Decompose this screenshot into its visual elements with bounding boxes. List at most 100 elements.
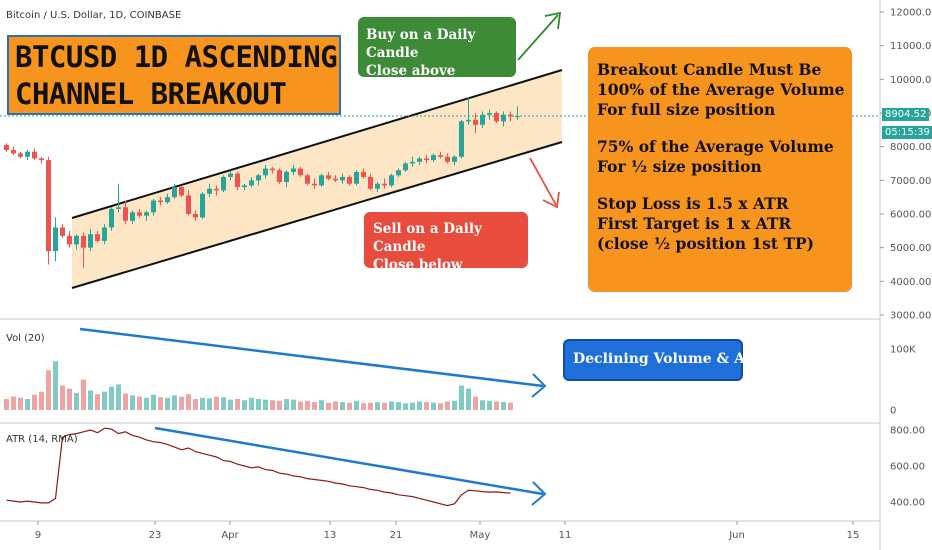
volume-bar (179, 396, 184, 410)
buy-annotation: Buy on a Daily Candle Close above Channe… (358, 17, 516, 97)
volume-bar (501, 402, 506, 410)
candle-body (396, 170, 401, 176)
price-tick-label: 5000.00 (890, 243, 931, 254)
candle-body (39, 158, 44, 161)
candle-body (375, 183, 380, 189)
volume-bar (158, 397, 163, 410)
candle-body (473, 119, 478, 125)
volume-bar (214, 396, 219, 410)
trading-rules-box: Breakout Candle Must Be 100% of the Aver… (588, 47, 852, 292)
volume-bar (249, 397, 254, 410)
sell-line-1: Sell on a Daily Candle (373, 221, 482, 255)
candle-body (46, 160, 51, 252)
candle-body (480, 114, 485, 125)
volume-bar (144, 397, 149, 410)
volume-bar (186, 394, 191, 410)
volume-bar (165, 397, 170, 410)
candle-body (438, 155, 443, 157)
volume-bar (291, 399, 296, 410)
rule-line: 75% of the Average Volume (597, 137, 834, 156)
volume-bar (95, 394, 100, 410)
candle-body (214, 188, 219, 191)
volume-bar (256, 399, 261, 410)
volume-bar (487, 400, 492, 410)
chart-title-box: BTCUSD 1D ASCENDING CHANNEL BREAKOUT (7, 35, 341, 115)
volume-bar (172, 395, 177, 410)
volume-bar (319, 400, 324, 410)
time-tick-label: May (470, 530, 491, 541)
volume-bar (200, 397, 205, 410)
candle-body (172, 187, 177, 198)
candle-body (277, 170, 282, 183)
candle-body (417, 158, 422, 162)
sell-line-2: Close below Channel (373, 257, 463, 291)
volume-bar (81, 379, 86, 410)
rule-line: 100% of the Average Volume (597, 80, 845, 99)
atr-tick-label: 600.00 (890, 462, 925, 473)
volume-bar (263, 399, 268, 410)
candle-body (53, 227, 58, 252)
candle-body (18, 153, 23, 157)
price-tick-label: 4000.00 (890, 277, 931, 288)
volume-bar (53, 361, 58, 410)
volume-bar (382, 402, 387, 410)
buy-line-2: Close above Channel (366, 63, 456, 97)
candle-body (389, 175, 394, 186)
candle-body (207, 188, 212, 194)
volume-bar (235, 399, 240, 410)
volume-bar (473, 396, 478, 410)
candle-body (123, 207, 128, 221)
candle-body (459, 121, 464, 157)
candle-body (60, 227, 65, 236)
candle-body (368, 176, 373, 189)
volume-bar (389, 401, 394, 410)
candle-body (326, 175, 331, 179)
volume-bar (459, 385, 464, 410)
candle-body (144, 212, 149, 216)
volume-indicator-label: Vol (20) (6, 333, 45, 344)
candle-body (508, 114, 513, 117)
candle-body (515, 116, 520, 118)
candle-body (403, 163, 408, 171)
candle-body (130, 212, 135, 221)
volume-bar (270, 400, 275, 410)
atr-indicator-label: ATR (14, RMA) (6, 434, 78, 445)
volume-bar (410, 402, 415, 410)
volume-bar (25, 399, 30, 410)
volume-bar (480, 400, 485, 410)
volume-axis: 100K 0 (890, 345, 916, 417)
price-tick-label: 11000.00 (890, 41, 932, 52)
volume-bar (32, 394, 37, 410)
price-tick-label: 6000.00 (890, 210, 931, 221)
volume-bar (333, 401, 338, 410)
volume-bar (347, 402, 352, 410)
candle-body (4, 144, 9, 151)
volume-bar (403, 403, 408, 410)
candle-body (102, 227, 107, 241)
rule-line: (close ½ position 1st TP) (597, 234, 814, 253)
candle-body (165, 197, 170, 203)
volume-bar (508, 402, 513, 410)
volume-bar (284, 399, 289, 410)
rule-line: For full size position (597, 100, 776, 119)
price-tick-label: 12000.00 (890, 8, 932, 19)
atr-trend-arrow (154, 426, 547, 506)
candle-body (88, 234, 93, 248)
candle-body (410, 161, 415, 164)
title-line-2: CHANNEL BREAKOUT (15, 77, 287, 111)
candle-body (242, 185, 247, 188)
volume-bar (123, 393, 128, 410)
rule-line: For ½ size position (597, 157, 762, 176)
price-tick-label: 3000.00 (890, 311, 931, 322)
candle-body (431, 155, 436, 161)
candle-body (319, 175, 324, 186)
volume-bar (298, 401, 303, 410)
volume-bar (312, 402, 317, 410)
candle-body (298, 168, 303, 176)
volume-bar (4, 399, 9, 410)
volume-bar (305, 400, 310, 410)
volume-bar (368, 402, 373, 410)
volume-bar (109, 386, 114, 410)
atr-series-line (6, 427, 511, 507)
rule-line: Stop Loss is 1.5 x ATR (597, 194, 789, 213)
